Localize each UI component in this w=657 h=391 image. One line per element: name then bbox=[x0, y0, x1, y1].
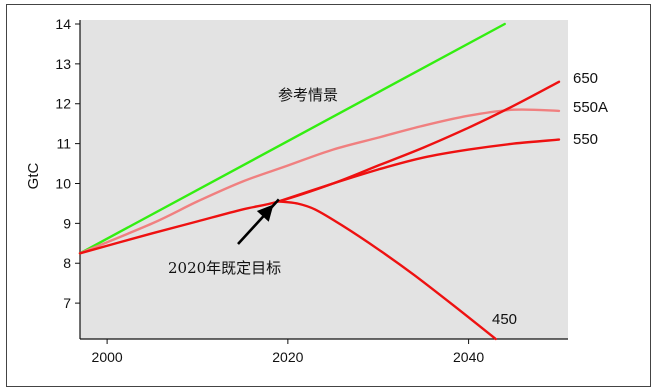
x-tick-label: 2020 bbox=[272, 349, 303, 365]
series-line-450 bbox=[277, 200, 497, 341]
y-tick-label: 10 bbox=[55, 175, 71, 191]
y-tick-label: 7 bbox=[63, 295, 71, 311]
y-tick-label: 13 bbox=[55, 56, 71, 72]
series-line-reference bbox=[78, 22, 506, 255]
series-label-650: 650 bbox=[573, 70, 598, 87]
series-line-550a bbox=[78, 108, 561, 255]
x-tick-label: 2040 bbox=[453, 349, 484, 365]
y-axis-label: GtC bbox=[25, 163, 42, 190]
y-tick-label: 8 bbox=[63, 255, 71, 271]
series-label-450: 450 bbox=[492, 311, 517, 328]
annotation-label: 2020年既定目标 bbox=[168, 259, 281, 277]
y-tick-label: 9 bbox=[63, 215, 71, 231]
series-label-reference: 参考情景 bbox=[278, 86, 338, 104]
annotation-arrow-head bbox=[256, 204, 274, 222]
series-line-550 bbox=[277, 138, 561, 203]
plot-area bbox=[80, 20, 568, 339]
series-label-550: 550 bbox=[573, 131, 598, 148]
x-tick-label: 2000 bbox=[92, 349, 123, 365]
y-tick-label: 12 bbox=[55, 96, 71, 112]
y-tick-label: 14 bbox=[55, 16, 71, 32]
y-tick-label: 11 bbox=[56, 136, 71, 152]
series-label-550a: 550A bbox=[573, 99, 608, 116]
